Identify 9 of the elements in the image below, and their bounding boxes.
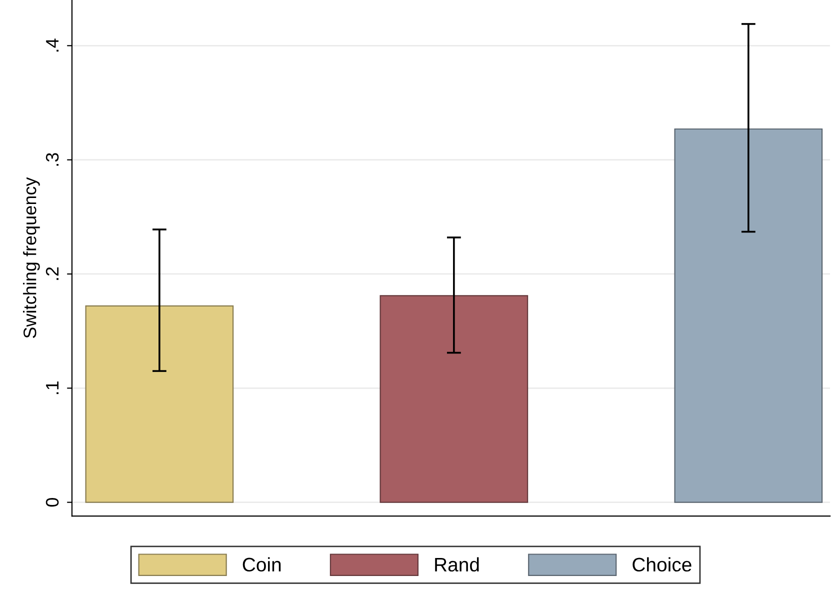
y-tick-label: .4 — [46, 38, 58, 52]
y-axis-title: Switching frequency — [23, 177, 40, 338]
y-tick-label: .2 — [46, 267, 58, 280]
legend-label: Coin — [242, 557, 281, 572]
y-tick-label: 0 — [46, 498, 59, 507]
y-tick-label: .3 — [46, 153, 59, 166]
y-tick-label: .1 — [46, 382, 58, 394]
legend-label: Choice — [632, 557, 692, 572]
legend-label: Rand — [435, 557, 479, 572]
